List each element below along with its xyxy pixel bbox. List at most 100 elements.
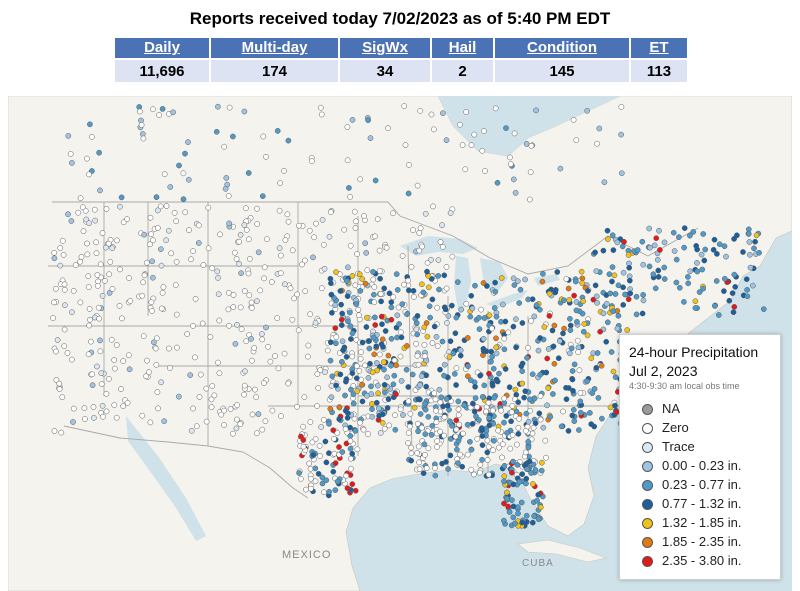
station-dot [150, 106, 156, 113]
station-dot [455, 460, 461, 466]
station-dot [546, 290, 553, 297]
legend-swatch [642, 404, 653, 415]
station-dot [238, 326, 245, 333]
station-dot [285, 137, 292, 144]
station-dot [566, 297, 572, 303]
station-dot [535, 491, 542, 498]
station-dot [570, 117, 577, 123]
station-dot [352, 428, 359, 434]
station-dot [99, 292, 106, 299]
station-dot [388, 335, 395, 342]
condition-link[interactable]: Condition [527, 39, 597, 56]
station-dot [372, 233, 378, 240]
station-dot [386, 422, 392, 429]
station-dot [414, 352, 421, 359]
station-dot [77, 299, 84, 306]
report-counts-header-row: Daily Multi-day SigWx Hail Condition ET [113, 36, 689, 60]
station-dot [381, 381, 388, 388]
station-dot [744, 287, 750, 293]
station-dot [349, 330, 356, 337]
station-dot [329, 373, 336, 380]
station-dot [136, 108, 143, 115]
station-dot [308, 485, 314, 492]
station-dot [285, 218, 292, 225]
station-dot [457, 121, 463, 128]
station-dot [747, 251, 753, 258]
station-dot [409, 371, 416, 378]
station-dot [588, 355, 595, 362]
station-dot [536, 410, 543, 417]
legend-swatch [642, 423, 653, 434]
station-dot [327, 406, 334, 412]
station-dot [676, 234, 682, 240]
station-dot [109, 286, 116, 292]
station-dot [294, 403, 300, 410]
station-dot [359, 276, 366, 282]
station-dot [673, 279, 680, 286]
multi-day-link[interactable]: Multi-day [241, 39, 308, 56]
station-dot [347, 194, 353, 200]
station-dot [116, 302, 123, 309]
station-dot [326, 233, 333, 240]
station-dot [403, 366, 410, 373]
station-dot [333, 340, 339, 347]
legend-title: 24-hour Precipitation Jul 2, 2023 [629, 343, 758, 381]
station-dot [230, 304, 237, 310]
station-dot [371, 351, 378, 358]
station-dot [401, 103, 408, 109]
station-dot [454, 279, 461, 285]
station-dot [416, 466, 423, 473]
station-dot [388, 316, 395, 323]
station-dot [567, 315, 573, 322]
station-dot [542, 437, 549, 444]
station-dot [394, 287, 401, 293]
daily-header-cell: Daily [113, 36, 211, 60]
station-dot [85, 351, 92, 358]
station-dot [185, 176, 192, 183]
station-dot [246, 256, 253, 262]
station-dot [377, 290, 384, 297]
station-dot [447, 452, 454, 459]
station-dot [156, 112, 162, 118]
station-dot [51, 249, 58, 256]
station-dot [59, 394, 66, 401]
station-dot [528, 470, 535, 476]
station-dot [565, 285, 572, 292]
hail-link[interactable]: Hail [448, 39, 477, 56]
station-dot [486, 370, 492, 377]
station-dot [449, 302, 455, 309]
station-dot [459, 463, 466, 470]
station-dot [512, 190, 519, 196]
station-dot [615, 312, 622, 319]
station-dot [281, 350, 288, 357]
sigwx-link[interactable]: SigWx [362, 39, 408, 56]
station-dot [571, 418, 578, 424]
station-dot [467, 438, 473, 445]
station-dot [233, 256, 240, 262]
et-link[interactable]: ET [649, 39, 669, 56]
station-dot [421, 324, 428, 331]
station-dot [296, 470, 302, 476]
station-dot [119, 315, 125, 322]
station-dot [215, 359, 221, 366]
station-dot [430, 126, 437, 133]
station-dot [379, 336, 386, 343]
station-dot [547, 413, 554, 420]
station-dot [200, 262, 207, 268]
daily-link[interactable]: Daily [144, 39, 180, 56]
station-dot [138, 122, 145, 128]
station-dot [98, 381, 105, 387]
station-dot [421, 342, 428, 348]
station-dot [188, 427, 195, 434]
station-dot [730, 309, 737, 316]
station-dot [418, 424, 425, 431]
station-dot [558, 423, 565, 430]
legend-item-label: 0.77 - 1.32 in. [662, 496, 742, 511]
station-dot [601, 179, 608, 186]
station-dot [760, 306, 767, 312]
station-dot [523, 141, 530, 147]
station-dot [51, 255, 58, 262]
station-dot [99, 402, 106, 409]
station-dot [320, 416, 327, 423]
station-dot [374, 382, 381, 389]
